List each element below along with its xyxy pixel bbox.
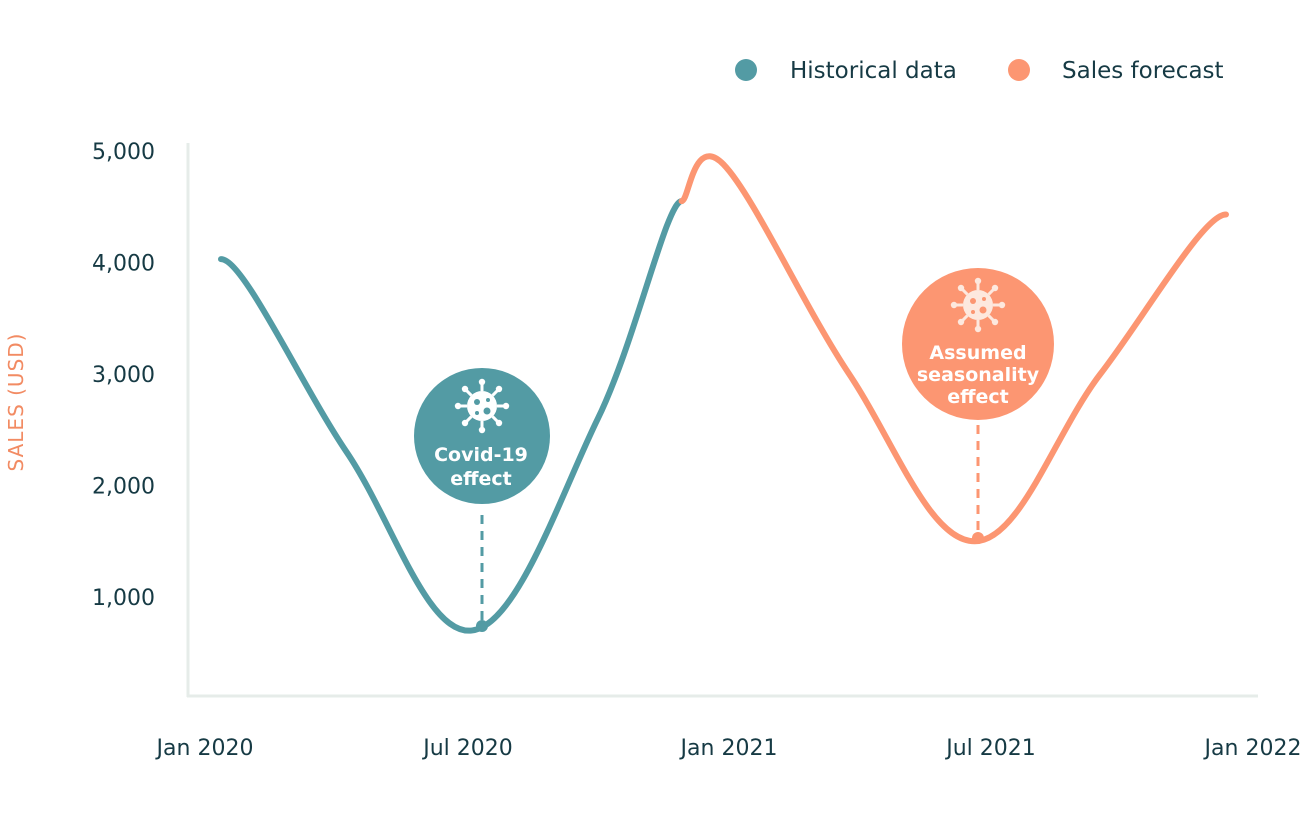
x-tick-label: Jul 2020 [421, 736, 513, 761]
seasonality-label-line3: effect [947, 386, 1009, 408]
y-tick-label: 5,000 [92, 140, 155, 165]
legend-marker-historical [735, 59, 757, 81]
y-tick-label: 1,000 [92, 586, 155, 611]
covid-point [476, 620, 488, 632]
x-tick-labels: Jan 2020 Jul 2020 Jan 2021 Jul 2021 Jan 2022 [155, 736, 1302, 761]
virus-icon [454, 378, 510, 434]
covid-annotation: Covid-19 effect [414, 368, 550, 632]
y-tick-label: 2,000 [92, 475, 155, 500]
y-tick-label: 3,000 [92, 363, 155, 388]
x-tick-label: Jan 2021 [679, 736, 778, 761]
y-tick-labels: 1,000 2,000 3,000 4,000 5,000 [92, 140, 155, 611]
x-tick-label: Jan 2020 [155, 736, 254, 761]
x-tick-label: Jul 2021 [944, 736, 1036, 761]
legend-marker-forecast [1008, 59, 1030, 81]
historical-series-line [218, 198, 685, 634]
covid-bubble [414, 368, 550, 504]
forecast-series-line [678, 153, 1229, 545]
seasonality-bubble [902, 268, 1054, 420]
seasonality-point [972, 532, 984, 544]
y-axis-label: SALES (USD) [4, 333, 28, 472]
virus-icon [950, 277, 1006, 333]
legend-label-historical: Historical data [790, 58, 957, 84]
seasonality-label-line1: Assumed [929, 342, 1026, 364]
covid-label-line1: Covid-19 [434, 444, 528, 466]
covid-label-line2: effect [450, 468, 512, 490]
seasonality-annotation: Assumed seasonality effect [902, 268, 1054, 544]
series-layer [218, 153, 1229, 634]
seasonality-label-line2: seasonality [917, 364, 1040, 386]
legend: Historical data Sales forecast [735, 58, 1224, 84]
legend-label-forecast: Sales forecast [1062, 58, 1224, 84]
y-tick-label: 4,000 [92, 252, 155, 277]
x-tick-label: Jan 2022 [1203, 736, 1302, 761]
